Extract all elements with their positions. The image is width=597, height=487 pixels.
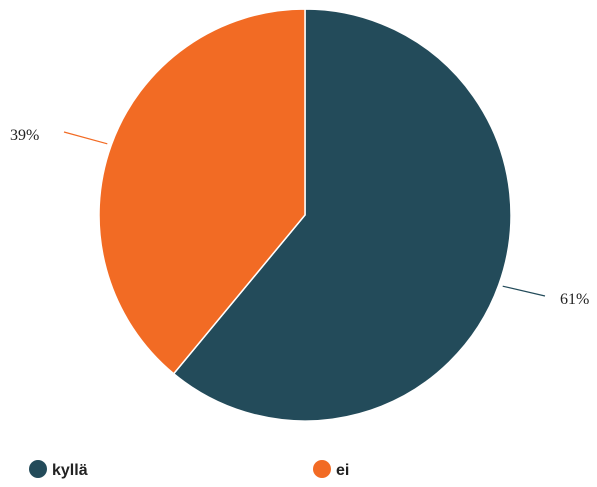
data-label-ei: 39% (10, 127, 39, 144)
legend-marker-kyllä (29, 460, 47, 478)
pie-slice-kyllä[interactable] (172, 8, 512, 422)
pie-slice-ei[interactable] (98, 8, 306, 375)
legend-label-kyllä: kyllä (52, 462, 88, 479)
legend-marker-ei (313, 460, 331, 478)
legend-item-ei[interactable]: ei (313, 460, 349, 479)
leader-line-ei (63, 131, 108, 145)
data-label-kyllä: 61% (560, 291, 589, 308)
leader-line-kyllä (502, 285, 546, 297)
legend-label-ei: ei (336, 462, 349, 479)
legend-item-kyllä[interactable]: kyllä (29, 460, 88, 479)
